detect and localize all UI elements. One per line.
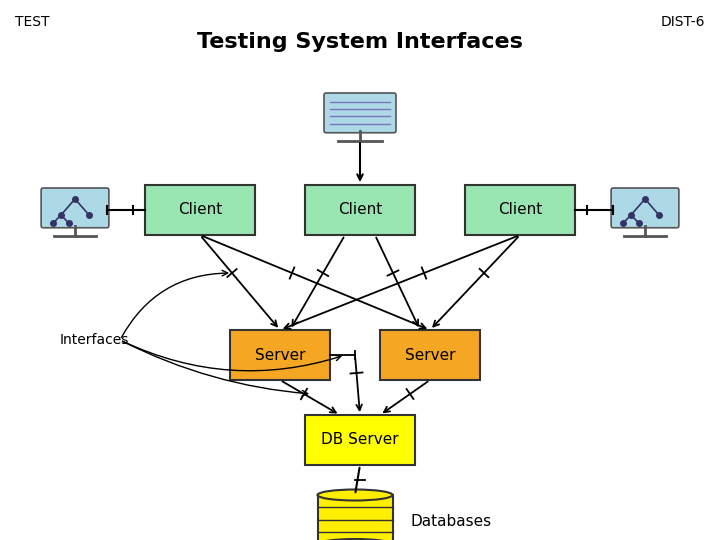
Text: TEST: TEST <box>15 15 50 29</box>
Text: Client: Client <box>498 202 542 218</box>
FancyBboxPatch shape <box>230 330 330 380</box>
Ellipse shape <box>318 489 392 501</box>
Text: DB Server: DB Server <box>321 433 399 448</box>
Text: Databases: Databases <box>410 515 491 530</box>
FancyBboxPatch shape <box>305 415 415 465</box>
Text: Client: Client <box>338 202 382 218</box>
Ellipse shape <box>318 539 392 540</box>
FancyBboxPatch shape <box>611 188 679 228</box>
Text: Server: Server <box>255 348 305 362</box>
FancyBboxPatch shape <box>41 188 109 228</box>
Polygon shape <box>318 495 392 540</box>
FancyBboxPatch shape <box>465 185 575 235</box>
Text: Server: Server <box>405 348 455 362</box>
FancyBboxPatch shape <box>324 93 396 133</box>
FancyBboxPatch shape <box>305 185 415 235</box>
Text: Client: Client <box>178 202 222 218</box>
Text: Interfaces: Interfaces <box>60 333 130 347</box>
FancyBboxPatch shape <box>380 330 480 380</box>
Text: Testing System Interfaces: Testing System Interfaces <box>197 32 523 52</box>
Text: DIST-6: DIST-6 <box>660 15 705 29</box>
FancyBboxPatch shape <box>145 185 255 235</box>
